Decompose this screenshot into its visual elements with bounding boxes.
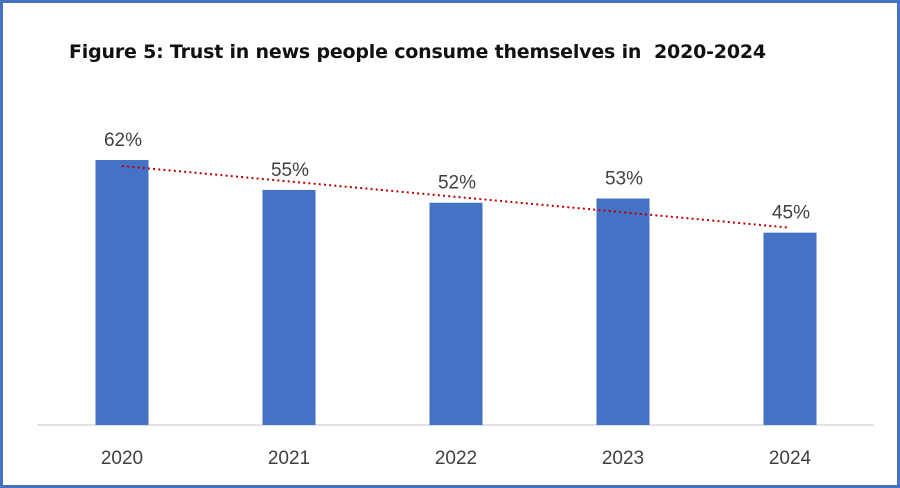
data-label-2024: 45% [772, 203, 810, 224]
bar-2024 [763, 232, 817, 425]
data-label-2020: 62% [104, 130, 142, 151]
x-tick-2024: 2024 [769, 448, 812, 469]
data-label-2021: 55% [271, 160, 309, 181]
x-tick-2023: 2023 [602, 448, 644, 469]
x-tick-2022: 2022 [435, 448, 477, 469]
trend-line [121, 164, 789, 229]
chart-title: Figure 5: Trust in news people consume t… [69, 41, 766, 63]
x-tick-2020: 2020 [101, 448, 143, 469]
bar-2022 [429, 202, 483, 425]
bar-2023 [596, 198, 650, 425]
data-label-2022: 52% [438, 173, 476, 194]
bar-2020 [95, 160, 149, 425]
x-tick-2021: 2021 [268, 448, 310, 469]
data-label-2023: 53% [605, 168, 643, 189]
bar-2021 [262, 189, 316, 425]
